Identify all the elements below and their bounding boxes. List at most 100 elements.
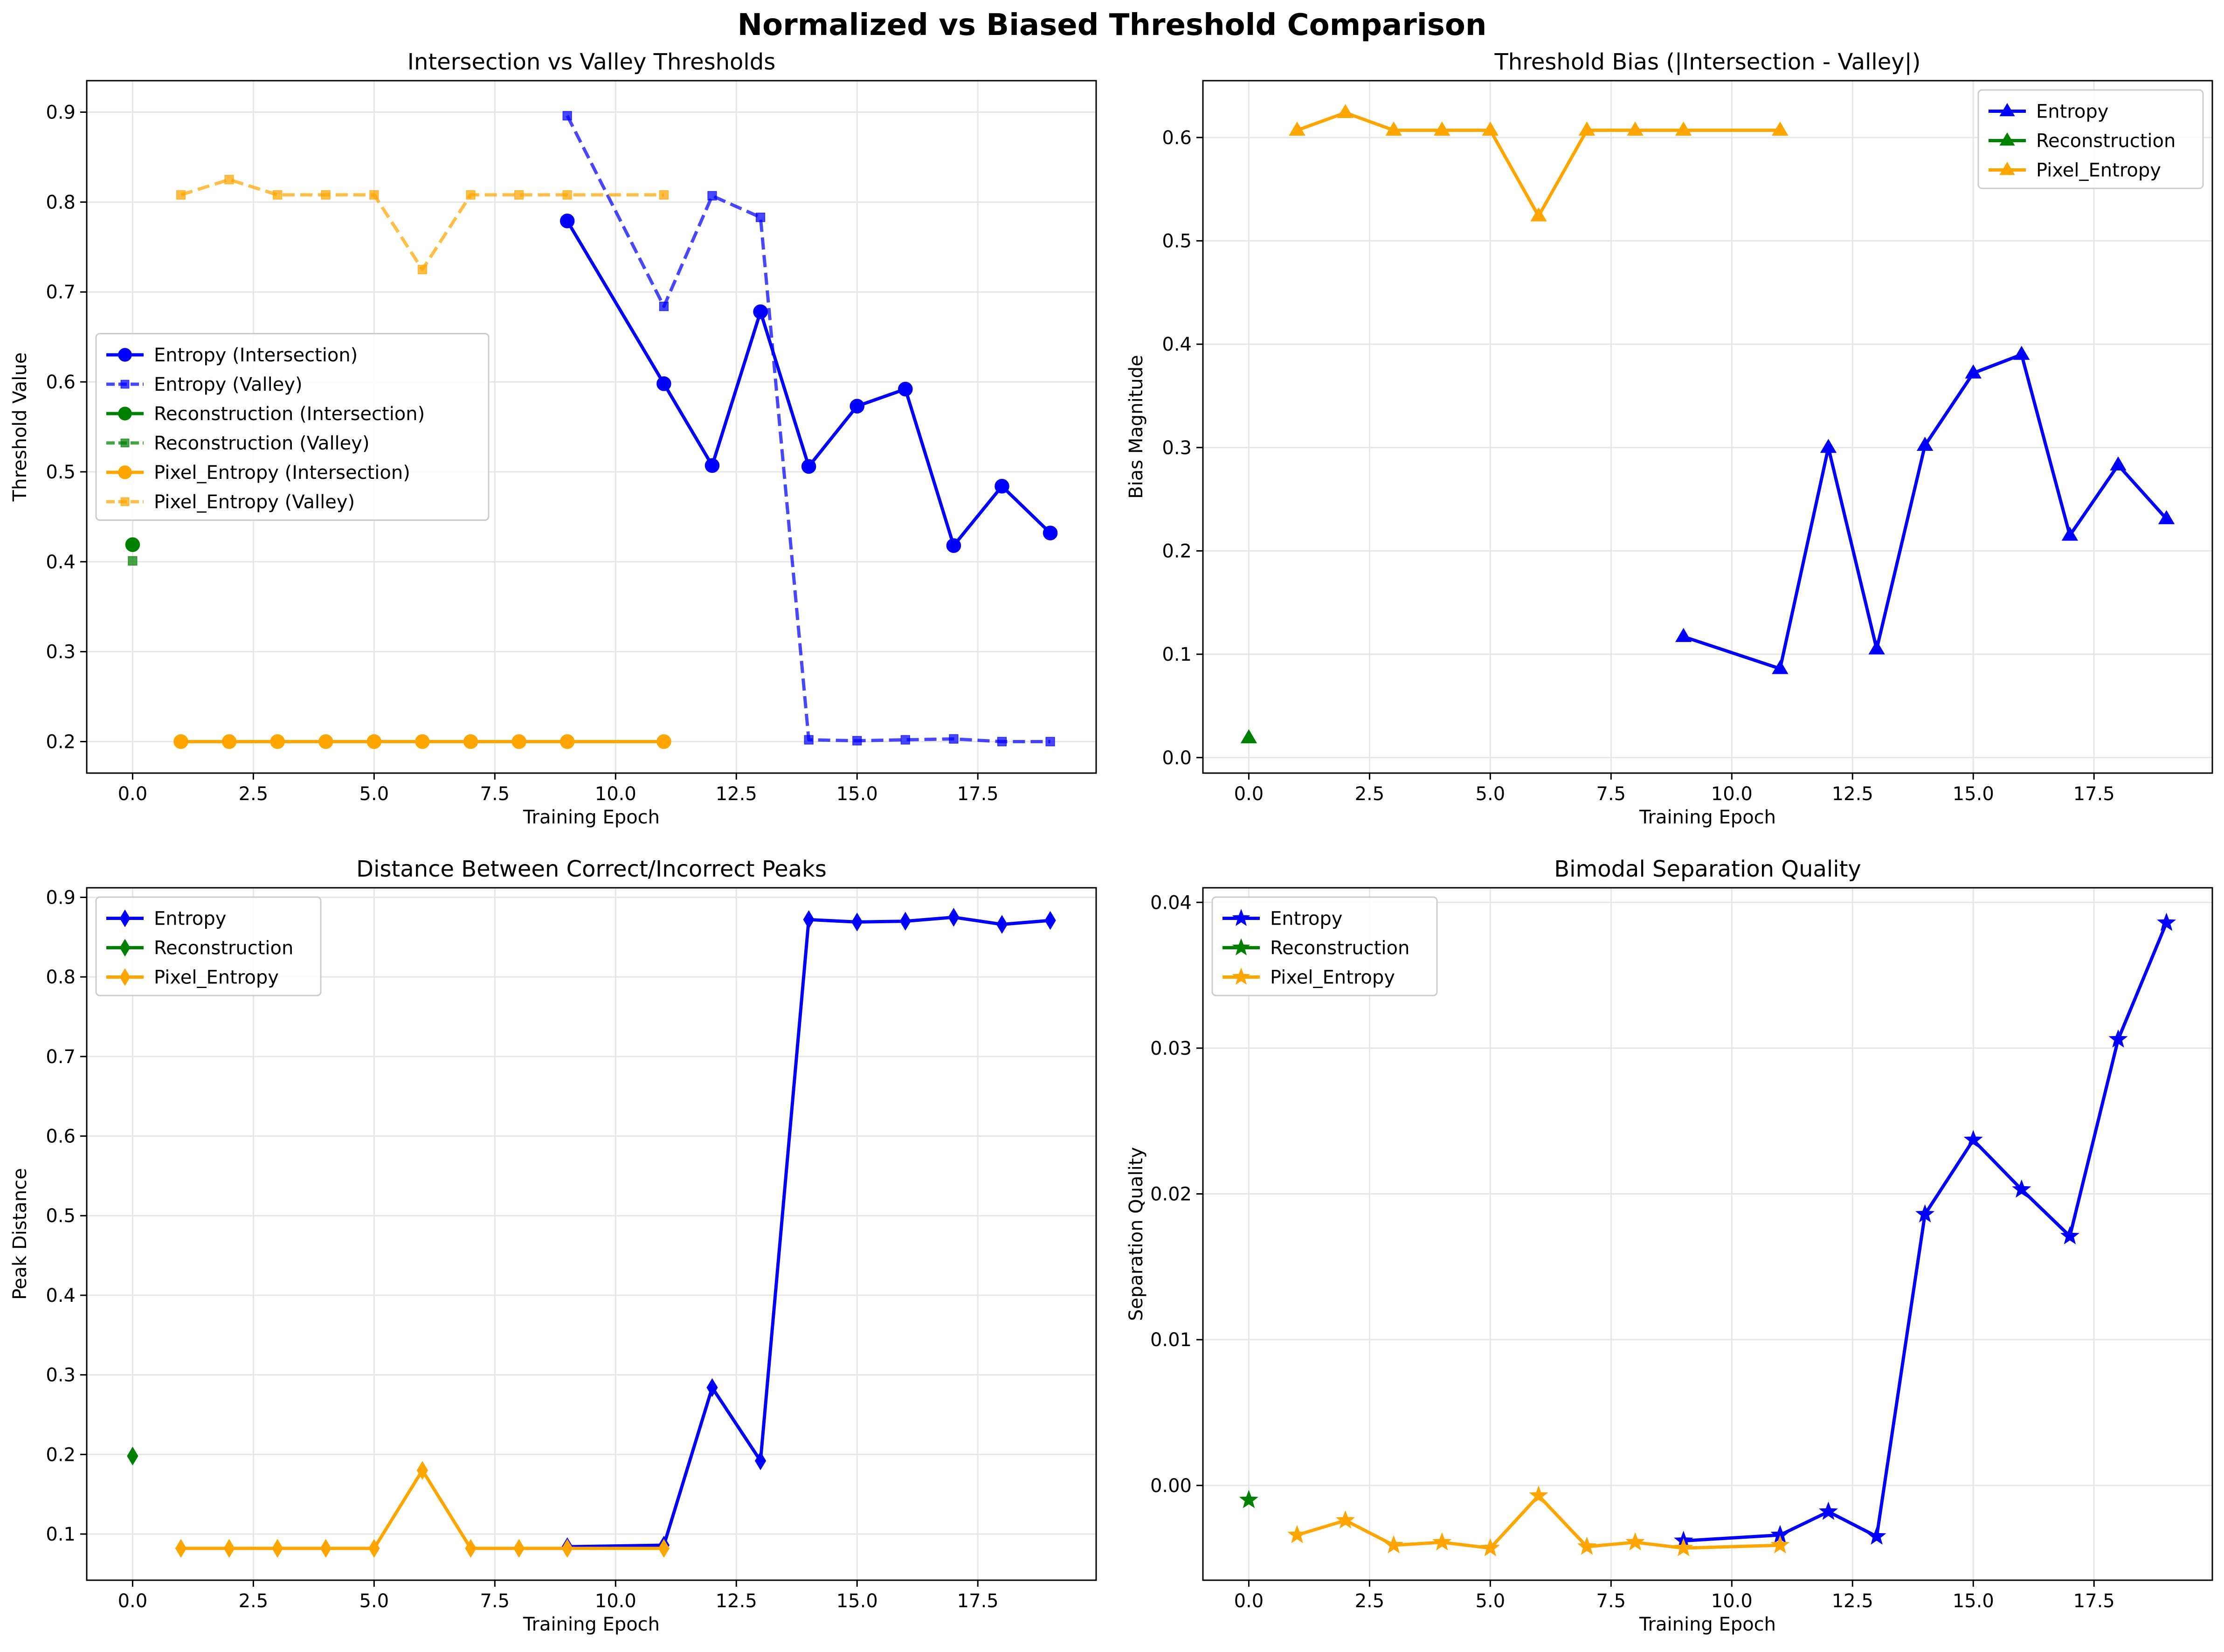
data-point xyxy=(850,399,864,414)
data-point xyxy=(997,737,1007,747)
legend-marker xyxy=(1232,968,1250,985)
y-axis-label: Separation Quality xyxy=(1126,1147,1147,1321)
x-tick-label: 10.0 xyxy=(1711,1590,1753,1612)
data-point xyxy=(706,1378,718,1397)
data-point xyxy=(463,734,478,749)
data-point xyxy=(1240,729,1257,744)
data-point xyxy=(2061,526,2079,541)
legend-label: Reconstruction xyxy=(1270,938,1409,959)
data-point xyxy=(561,1539,573,1558)
series-entropy-intersection- xyxy=(559,214,1058,553)
subplot-title: Bimodal Separation Quality xyxy=(1554,856,1861,882)
series-line xyxy=(1296,111,1780,218)
data-point xyxy=(513,1539,525,1558)
series-line xyxy=(1683,922,2168,1543)
series-pixel-entropy-intersection- xyxy=(173,734,671,749)
data-point xyxy=(659,301,669,311)
plot-area xyxy=(1203,81,2212,773)
x-tick-label: 2.5 xyxy=(1355,1590,1385,1612)
series-line xyxy=(180,178,664,271)
x-tick-label: 10.0 xyxy=(1711,783,1753,805)
legend: Entropy Reconstruction Pixel_Entropy xyxy=(95,896,322,996)
x-tick-label: 17.5 xyxy=(2073,1590,2115,1612)
data-point xyxy=(270,734,285,749)
x-tick-label: 12.5 xyxy=(716,1590,757,1612)
series-line xyxy=(1296,1494,1781,1550)
data-point xyxy=(1820,439,1837,453)
axes-frame xyxy=(86,80,1097,774)
legend-label: Pixel_Entropy xyxy=(1270,967,1395,988)
data-point xyxy=(804,735,814,745)
axes-frame xyxy=(1202,887,2213,1581)
plot-area xyxy=(1203,888,2212,1580)
data-point xyxy=(1577,1536,1597,1555)
y-tick-label: 0.02 xyxy=(1150,1184,1192,1205)
series-reconstruction xyxy=(1240,729,1257,744)
y-tick-label: 0.8 xyxy=(46,192,76,213)
y-tick-label: 0.03 xyxy=(1150,1038,1192,1059)
data-point xyxy=(2157,912,2176,931)
y-tick-label: 0.3 xyxy=(1162,437,1192,459)
x-tick-label: 17.5 xyxy=(957,1590,999,1612)
data-point xyxy=(128,556,138,566)
x-tick-label: 0.0 xyxy=(118,1590,148,1612)
data-point xyxy=(996,915,1008,934)
data-point xyxy=(656,376,671,391)
data-point xyxy=(272,1539,283,1558)
y-tick-label: 0.5 xyxy=(46,1205,76,1227)
legend-marker xyxy=(118,465,132,479)
legend-frame xyxy=(1977,89,2204,189)
data-point xyxy=(707,191,717,200)
y-tick-label: 0.0 xyxy=(1162,747,1192,769)
y-axis-label: Threshold Value xyxy=(9,353,31,502)
data-point xyxy=(946,538,961,553)
data-point xyxy=(1337,104,1354,118)
data-point xyxy=(1675,628,1692,642)
data-point xyxy=(1432,1532,1452,1551)
data-point xyxy=(320,1539,332,1558)
data-point xyxy=(318,734,333,749)
y-tick-label: 0.6 xyxy=(46,372,76,393)
data-point xyxy=(562,190,572,200)
data-point xyxy=(755,213,766,222)
y-tick-label: 0.3 xyxy=(46,1365,76,1386)
x-tick-label: 12.5 xyxy=(1832,783,1873,805)
data-point xyxy=(1578,121,1595,136)
y-tick-label: 0.2 xyxy=(46,732,76,753)
data-point xyxy=(415,734,430,749)
legend-marker xyxy=(1232,909,1250,926)
subplot-1: 0.0 2.5 5.0 7.5 10.0 12.5 15.0 17.5 0.2 0.3 0.4 0.5… xyxy=(9,49,1097,828)
data-point xyxy=(1530,207,1547,221)
data-point xyxy=(416,1461,428,1480)
x-tick-label: 5.0 xyxy=(1476,1590,1506,1612)
legend-marker xyxy=(1999,103,2015,117)
legend-frame xyxy=(95,333,490,521)
data-point xyxy=(803,910,815,929)
legend-marker xyxy=(118,348,132,362)
series-entropy xyxy=(561,907,1056,1556)
data-point xyxy=(1770,1535,1790,1554)
data-point xyxy=(1529,1486,1548,1504)
axes-frame xyxy=(1202,80,2213,774)
data-point xyxy=(1043,525,1058,540)
data-point xyxy=(1045,737,1055,747)
series-pixel-entropy xyxy=(1287,1486,1790,1556)
legend-marker xyxy=(118,407,132,421)
x-tick-label: 0.0 xyxy=(1234,1590,1264,1612)
y-tick-label: 0.01 xyxy=(1150,1329,1192,1351)
legend-marker xyxy=(120,497,130,506)
legend-label: Entropy xyxy=(2036,101,2108,123)
legend-marker xyxy=(1999,161,2015,175)
axes-frame xyxy=(86,887,1097,1581)
subplots: 0.0 2.5 5.0 7.5 10.0 12.5 15.0 17.5 0.2 0.3 0.4 0.5… xyxy=(9,49,2213,1635)
series-line xyxy=(567,915,1050,1548)
data-point xyxy=(2012,1179,2031,1198)
legend-marker xyxy=(119,968,131,986)
data-point xyxy=(949,734,959,744)
data-point xyxy=(559,734,575,749)
data-point xyxy=(1434,121,1450,136)
data-point xyxy=(1289,121,1305,136)
y-tick-label: 0.6 xyxy=(1162,127,1192,149)
x-tick-label: 2.5 xyxy=(1355,783,1385,805)
